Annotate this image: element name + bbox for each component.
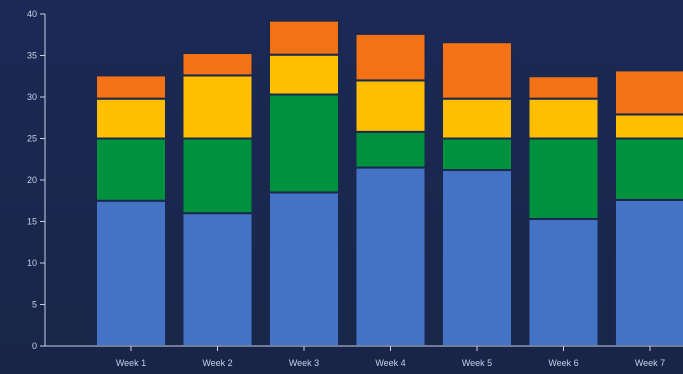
bar-segment: [95, 137, 167, 202]
y-tick-label: 30: [27, 92, 37, 102]
bar-segment: [95, 74, 167, 100]
bar-segment: [354, 166, 427, 347]
bar-segment: [614, 113, 683, 140]
axes-layer: 0 5 10 15 20 25 30 35 40 Week 1 Week 2 Week 3 Week 4…: [27, 9, 683, 368]
bar-segment: [95, 199, 167, 347]
bar-segment: [268, 53, 340, 96]
x-tick-label: Week 6: [548, 358, 578, 368]
y-tick-label: 15: [27, 217, 37, 227]
y-tick-label: 20: [27, 175, 37, 185]
bar-segment: [181, 212, 254, 347]
bar-segment: [441, 41, 513, 100]
bar-segment: [527, 97, 600, 140]
bar-segment: [614, 198, 683, 347]
bar-segment: [268, 191, 340, 347]
bars-layer: [95, 19, 683, 347]
bar-segment: [441, 97, 513, 140]
x-tick-label: Week 4: [375, 358, 405, 368]
y-tick-label: 40: [27, 9, 37, 19]
y-tick-label: 35: [27, 51, 37, 61]
x-tick-label: Week 3: [289, 358, 319, 368]
bar-segment: [268, 19, 340, 56]
bar-segment: [181, 137, 254, 215]
bar-segment: [268, 93, 340, 194]
bar-segment: [354, 32, 427, 82]
y-tick-label: 10: [27, 258, 37, 268]
bar-segment: [527, 137, 600, 221]
bar-segment: [95, 97, 167, 140]
bar-segment: [614, 69, 683, 116]
y-tick-label: 0: [32, 341, 37, 351]
bar-segment: [614, 137, 683, 201]
bar-segment: [441, 137, 513, 172]
y-tick-label: 5: [32, 300, 37, 310]
bar-segment: [181, 52, 254, 77]
bar-segment: [181, 74, 254, 140]
bar-segment: [354, 130, 427, 169]
bar-segment: [527, 218, 600, 347]
x-tick-label: Week 1: [116, 358, 146, 368]
x-tick-label: Week 7: [635, 358, 665, 368]
x-tick-label: Week 5: [462, 358, 492, 368]
bar-segment: [441, 169, 513, 347]
bar-segment: [354, 79, 427, 133]
y-tick-label: 25: [27, 134, 37, 144]
bar-segment: [527, 75, 600, 100]
x-tick-label: Week 2: [202, 358, 232, 368]
